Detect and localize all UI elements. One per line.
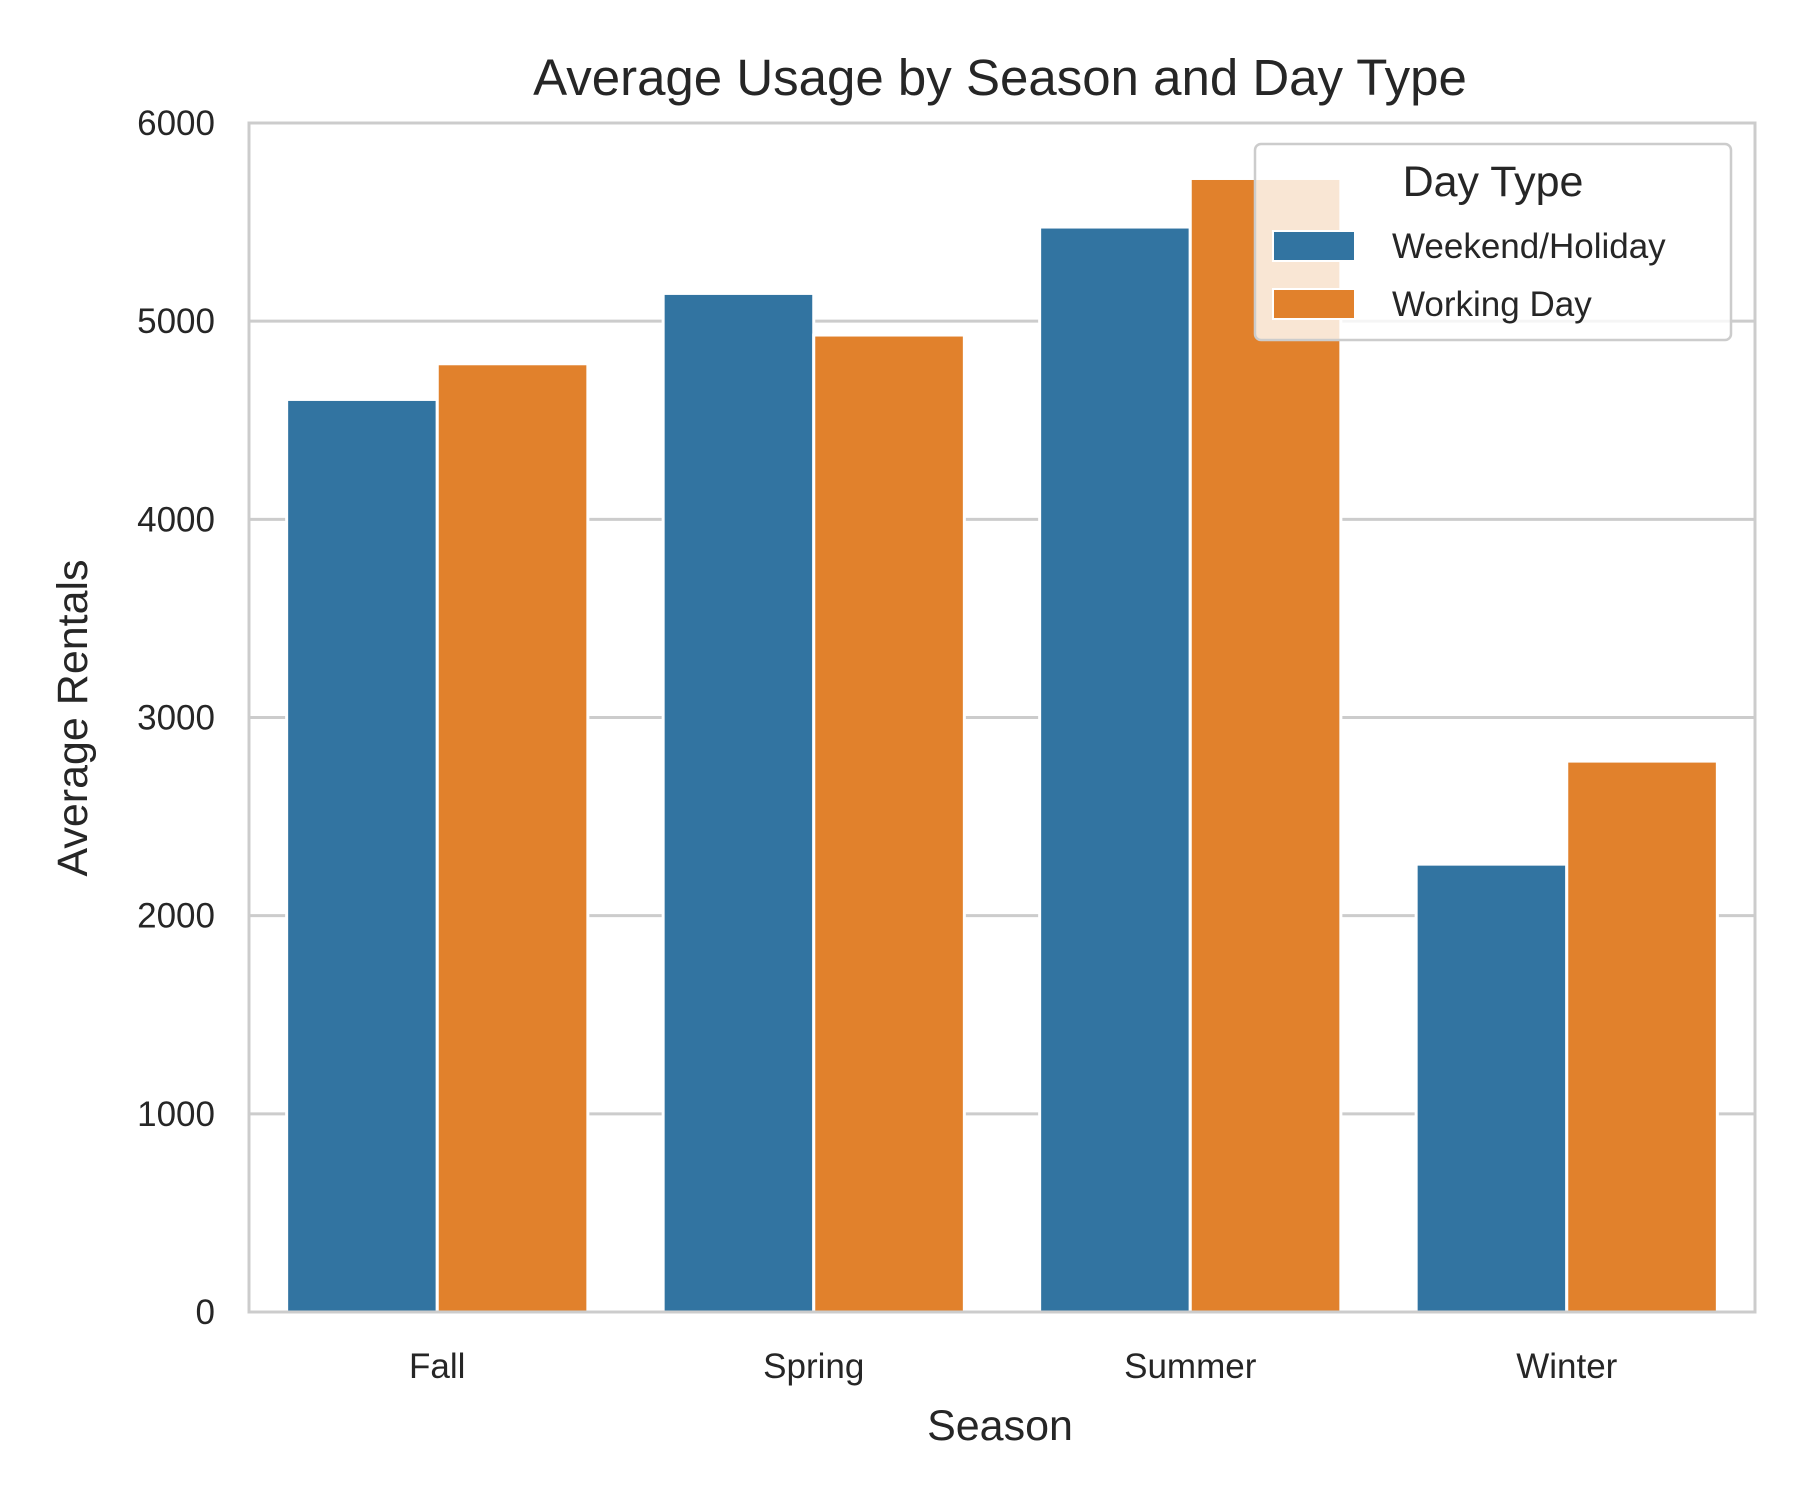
y-tick-label: 0 — [196, 1293, 215, 1332]
bar-spring-weekend-holiday — [661, 291, 816, 1314]
legend-items: Weekend/Holiday Working Day — [1272, 227, 1666, 324]
legend-swatch — [1272, 230, 1356, 262]
bars — [285, 176, 1719, 1314]
bar-summer-weekend-holiday — [1038, 225, 1192, 1314]
x-tick-label: Winter — [1516, 1347, 1617, 1386]
bar-spring-working-day — [812, 333, 966, 1314]
chart-title: Average Usage by Season and Day Type — [533, 49, 1467, 106]
legend-title: Day Type — [1403, 158, 1584, 206]
y-tick-label: 6000 — [137, 104, 215, 143]
plot-frame — [247, 121, 1757, 1314]
x-tick-label: Spring — [763, 1347, 864, 1386]
bar-fall-working-day — [435, 362, 590, 1314]
y-tick-label: 5000 — [137, 302, 215, 341]
x-tick-label: Fall — [409, 1347, 465, 1386]
legend-swatch — [1272, 288, 1356, 320]
bar-summer-working-day — [1188, 176, 1343, 1314]
bar-winter-working-day — [1565, 759, 1719, 1314]
y-axis-label: Average Rentals — [49, 559, 97, 876]
y-tick-label: 3000 — [137, 699, 215, 738]
legend-label: Weekend/Holiday — [1392, 227, 1666, 266]
legend-label: Working Day — [1392, 285, 1592, 324]
y-tick-label: 4000 — [137, 500, 215, 539]
y-tick-label: 2000 — [137, 897, 215, 936]
bar-fall-weekend-holiday — [285, 397, 439, 1314]
x-axis-ticks: Fall Spring Summer Winter — [409, 1347, 1618, 1386]
y-axis-ticks: 0 1000 2000 3000 4000 5000 6000 — [137, 104, 215, 1332]
y-tick-label: 1000 — [137, 1095, 215, 1134]
x-tick-label: Summer — [1124, 1347, 1257, 1386]
bar-winter-weekend-holiday — [1414, 862, 1569, 1314]
legend-box — [1253, 142, 1733, 342]
x-axis-label: Season — [927, 1402, 1073, 1450]
legend: Day Type Weekend/Holiday Working Day — [1253, 142, 1733, 342]
